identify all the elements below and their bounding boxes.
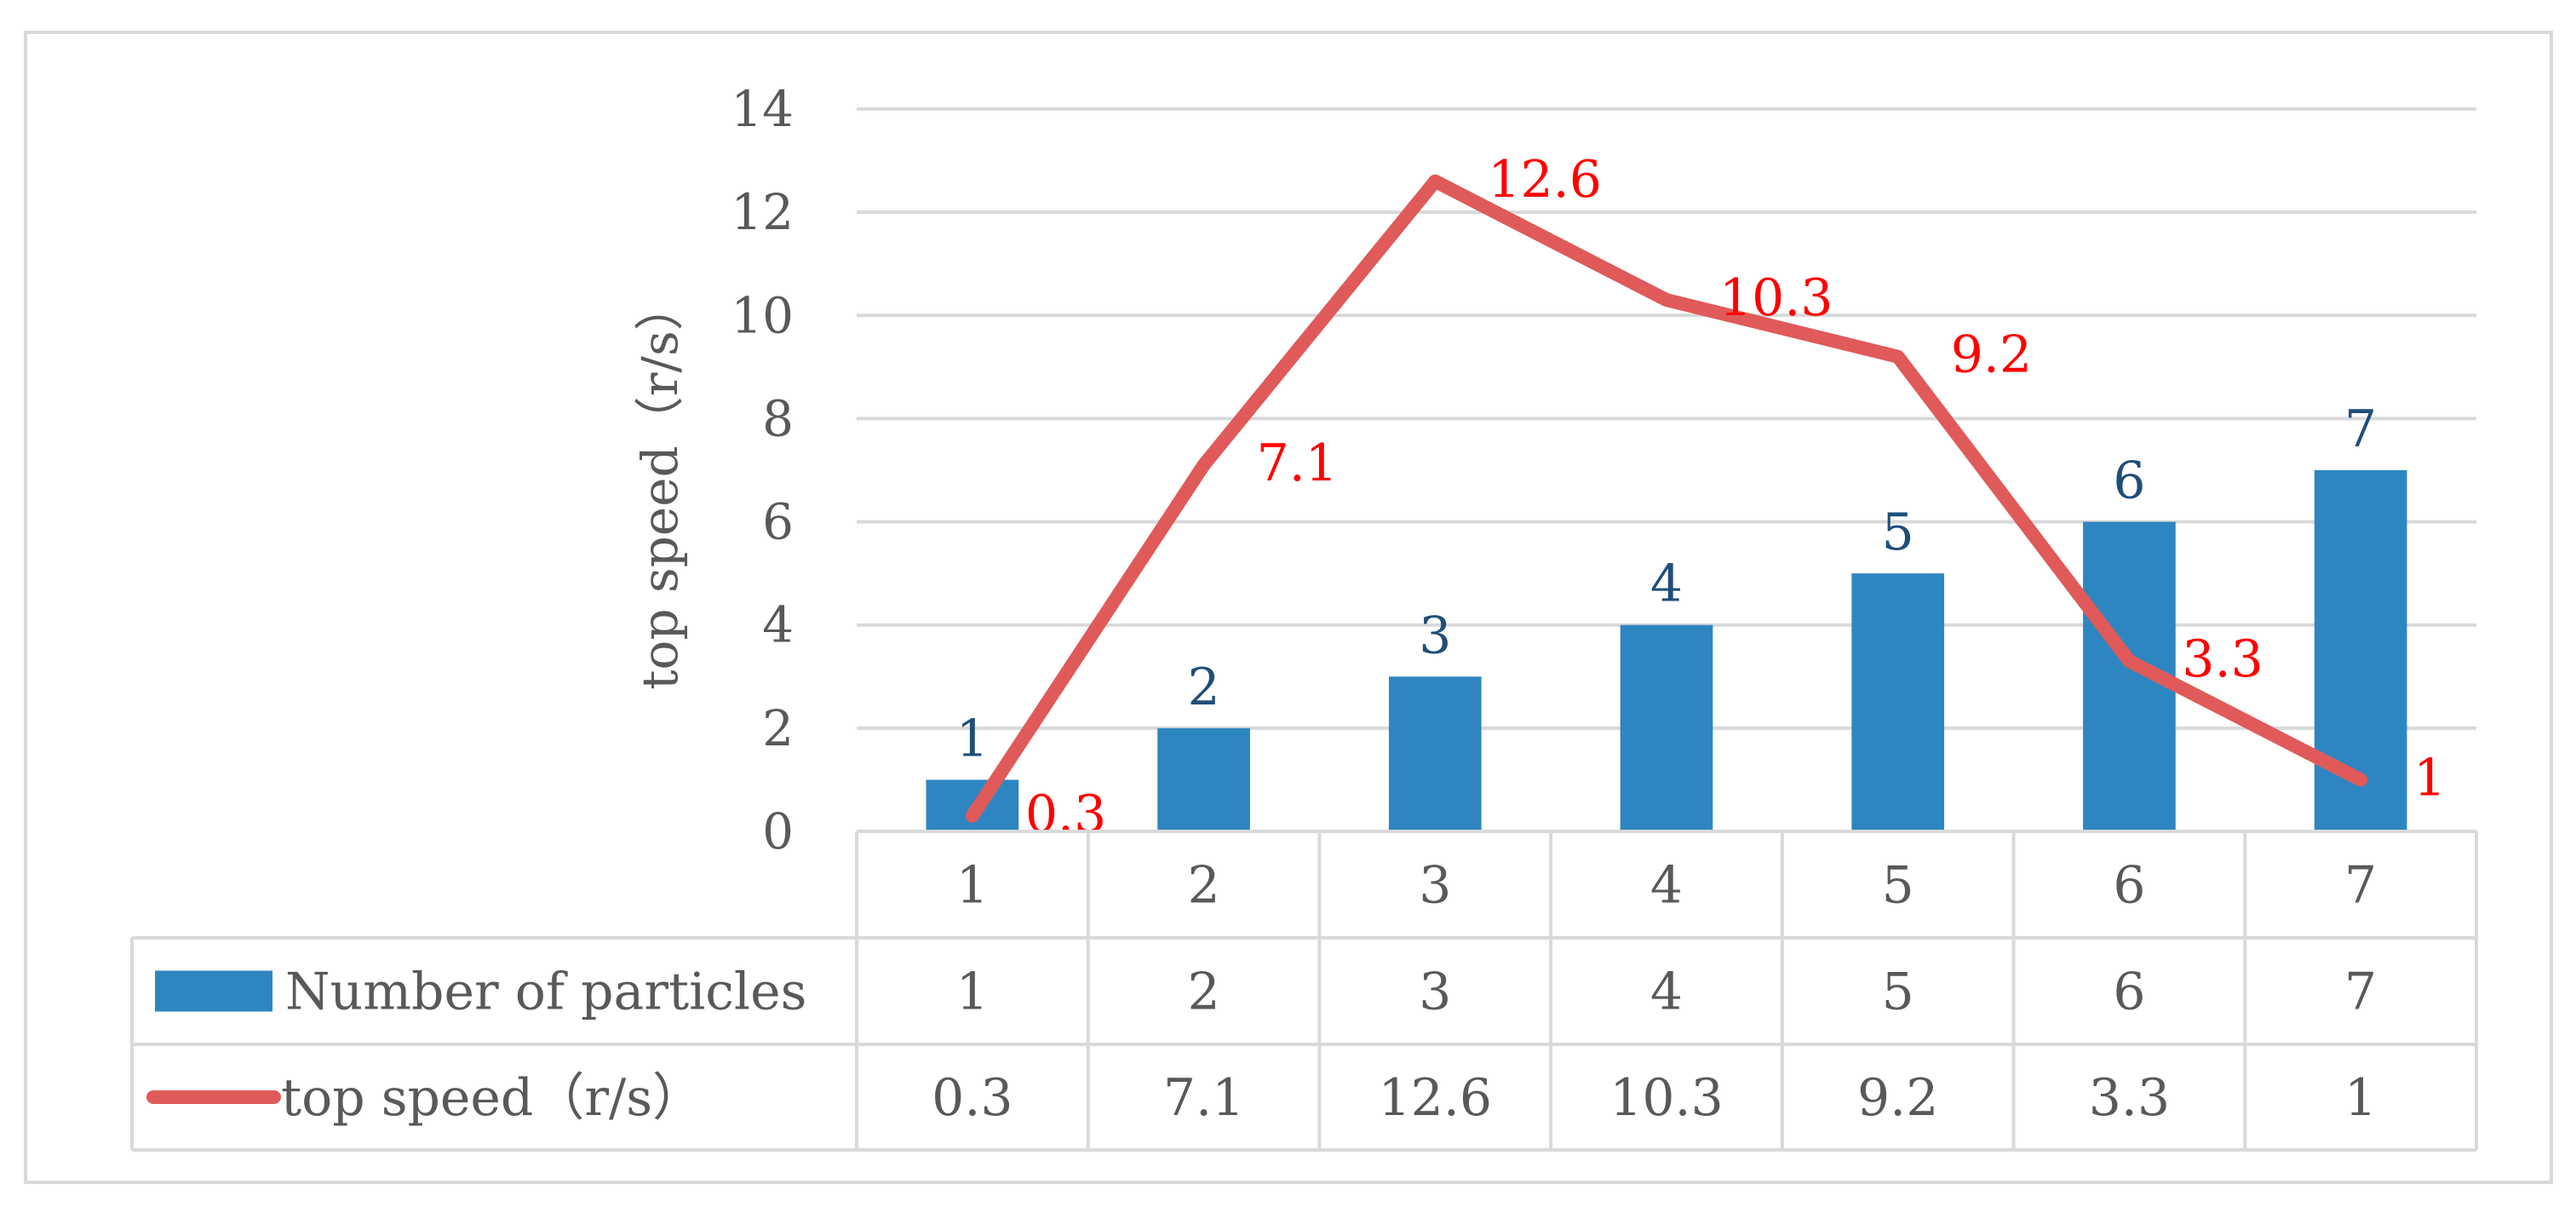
bar-data-labels: 1 2 3 4 5 6 7 [956, 400, 2377, 768]
line-data-labels: 0.3 7.1 12.6 10.3 9.2 3.3 1 [1025, 150, 2446, 844]
line-path [965, 174, 2368, 823]
y-tick-label: 6 [762, 493, 794, 551]
bar-data-label: 5 [1882, 503, 1914, 562]
bar-data-label: 1 [956, 709, 989, 768]
bar-data-label: 2 [1187, 658, 1219, 717]
line-data-label: 10.3 [1719, 268, 1833, 328]
y-axis-ticks: 0 2 4 6 8 10 12 14 [731, 80, 794, 860]
table-cell: 4 [1650, 856, 1683, 916]
table-cell: 3.3 [2089, 1068, 2170, 1128]
bar-data-label: 4 [1650, 555, 1683, 614]
line-data-label: 12.6 [1488, 150, 1602, 210]
table-cell: 7.1 [1163, 1068, 1244, 1128]
table-cell: 4 [1650, 963, 1683, 1022]
y-tick-label: 12 [731, 183, 794, 241]
line-data-label: 1 [2413, 748, 2446, 808]
bar-data-label: 3 [1419, 606, 1451, 665]
line-data-label: 7.1 [1257, 434, 1338, 493]
y-tick-label: 2 [762, 699, 794, 757]
bars [926, 470, 2407, 831]
bar [1157, 727, 1250, 831]
table-cell: 9.2 [1857, 1068, 1938, 1128]
table-cell: 3 [1419, 963, 1451, 1022]
gridlines [857, 107, 2476, 730]
bar-data-label: 6 [2113, 451, 2145, 511]
table-cell: 3 [1419, 856, 1451, 916]
line-data-label: 0.3 [1025, 785, 1106, 844]
bar-data-label: 7 [2344, 400, 2377, 459]
table-cell: 5 [1882, 963, 1914, 1022]
y-tick-label: 4 [762, 596, 794, 654]
y-tick-label: 0 [762, 802, 794, 860]
y-tick-label: 14 [731, 80, 794, 138]
bar [1851, 573, 1945, 831]
y-tick-label: 10 [731, 286, 794, 344]
y-tick-label: 8 [762, 389, 794, 447]
table-cell: 5 [1882, 856, 1914, 916]
table-cell: 0.3 [932, 1068, 1013, 1128]
y-axis-label: top speed（r/s） [631, 281, 689, 690]
table-cell: 7 [2344, 963, 2377, 1022]
table-cell: 12.6 [1378, 1068, 1492, 1128]
table-cell: 1 [2344, 1068, 2377, 1128]
table-cell: 6 [2113, 856, 2145, 916]
bar [1388, 676, 1482, 831]
table-cell: 1 [956, 856, 989, 916]
legend-label-speed: top speed（r/s） [281, 1068, 703, 1128]
legend-label-particles: Number of particles [285, 963, 806, 1022]
table-cell: 1 [956, 963, 989, 1022]
table-cell: 7 [2344, 856, 2377, 916]
data-table: 1 2 3 4 5 6 7 1 2 3 4 5 6 7 0.3 7.1 12.6 10.3 9.2 3.3 1 Numbe… [130, 830, 2478, 1152]
table-cell: 2 [1187, 963, 1219, 1022]
bar [1620, 624, 1713, 831]
line-data-label: 3.3 [2182, 629, 2263, 689]
table-cell: 10.3 [1609, 1068, 1724, 1128]
line-data-label: 9.2 [1951, 325, 2032, 385]
table-cell: 2 [1187, 856, 1219, 916]
legend-bar-key [155, 970, 273, 1012]
line-series [965, 174, 2368, 823]
table-cell: 6 [2113, 963, 2145, 1022]
